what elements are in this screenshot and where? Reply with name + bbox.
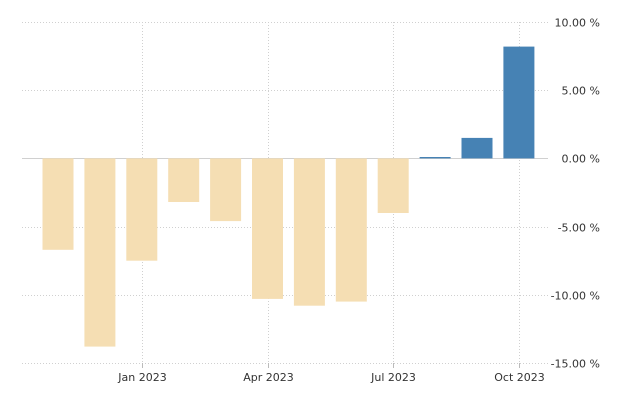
y-tick-label: -5.00 % — [558, 222, 600, 235]
y-tick-label: 10.00 % — [555, 17, 600, 30]
bar-aug-2023[interactable] — [419, 157, 451, 159]
bar-jul-2023[interactable] — [377, 158, 409, 213]
bar-may-2023[interactable] — [293, 158, 325, 306]
bar-oct-2023[interactable] — [503, 46, 535, 159]
y-tick-label: 5.00 % — [562, 85, 600, 98]
y-tick-label: -10.00 % — [551, 290, 600, 303]
x-tick-label: Jul 2023 — [370, 371, 416, 384]
y-axis-labels: 10.00 % 5.00 % 0.00 % -5.00 % -10.00 % -15.00… — [551, 17, 600, 371]
bar-apr-2023[interactable] — [252, 158, 283, 299]
bar-feb-2023[interactable] — [168, 158, 200, 202]
bar-jun-2023[interactable] — [335, 158, 367, 302]
x-tick-label: Oct 2023 — [494, 371, 545, 384]
bar-dec-2022[interactable] — [84, 158, 116, 347]
x-tick-label: Jan 2023 — [117, 371, 166, 384]
bar-jan-2023[interactable] — [126, 158, 158, 261]
bar-sep-2023[interactable] — [461, 137, 493, 159]
bar-mar-2023[interactable] — [210, 158, 242, 222]
x-axis-labels: Jan 2023 Apr 2023 Jul 2023 Oct 2023 — [117, 371, 544, 384]
bars — [42, 46, 535, 347]
x-tick-label: Apr 2023 — [243, 371, 294, 384]
bar-nov-2022[interactable] — [42, 158, 74, 250]
y-tick-label: 0.00 % — [562, 153, 600, 166]
y-tick-label: -15.00 % — [551, 358, 600, 371]
